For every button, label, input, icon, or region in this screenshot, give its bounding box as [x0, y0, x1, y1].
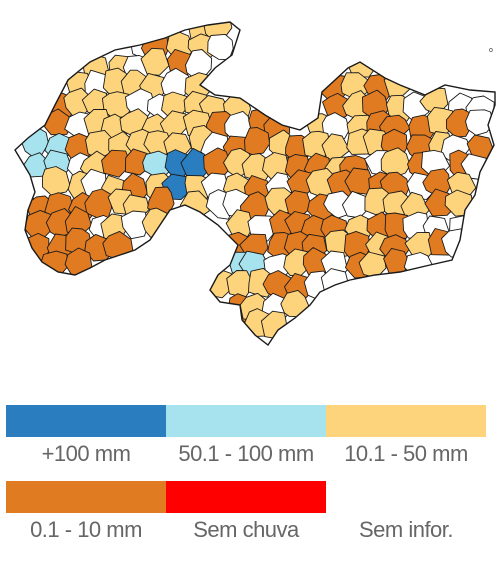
municipality	[140, 47, 170, 76]
municipality	[101, 149, 132, 178]
legend-item-10-50: 10.1 - 50 mm	[326, 405, 486, 467]
legend-item-01-10: 0.1 - 10 mm	[6, 481, 166, 543]
municipality	[465, 109, 495, 136]
legend-item-no-info: Sem infor.	[326, 481, 486, 543]
state-border	[14, 21, 496, 347]
legend-swatch-50-100	[166, 405, 326, 437]
municipality	[445, 108, 474, 138]
legend-label-no-info: Sem infor.	[358, 517, 454, 542]
municipality	[244, 127, 271, 156]
legend-swatch-01-10	[6, 481, 166, 513]
legend-label-10-50: 10.1 - 50 mm	[344, 441, 468, 466]
legend-row-1: +100 mm 50.1 - 100 mm 10.1 - 50 mm	[6, 405, 486, 467]
legend-swatch-plus-100	[6, 405, 166, 437]
legend-item-plus-100: +100 mm	[6, 405, 166, 467]
legend-swatch-no-info	[326, 481, 486, 513]
legend-label-no-rain: Sem chuva	[193, 517, 299, 542]
legend-swatch-no-rain	[166, 481, 326, 513]
legend-label-01-10: 0.1 - 10 mm	[30, 517, 142, 542]
legend-swatch-10-50	[326, 405, 486, 437]
municipality	[380, 147, 411, 179]
municipality-layer	[19, 22, 495, 340]
legend-label-plus-100: +100 mm	[41, 441, 131, 466]
municipality	[19, 126, 49, 159]
legend-item-no-rain: Sem chuva	[166, 481, 326, 543]
rainfall-map: o	[14, 21, 496, 347]
legend-item-50-100: 50.1 - 100 mm	[166, 405, 326, 467]
municipality	[120, 210, 149, 240]
legend-row-2: 0.1 - 10 mm Sem chuva Sem infor.	[6, 481, 486, 543]
edge-mark: o	[489, 47, 493, 54]
legend-label-50-100: 50.1 - 100 mm	[178, 441, 314, 466]
